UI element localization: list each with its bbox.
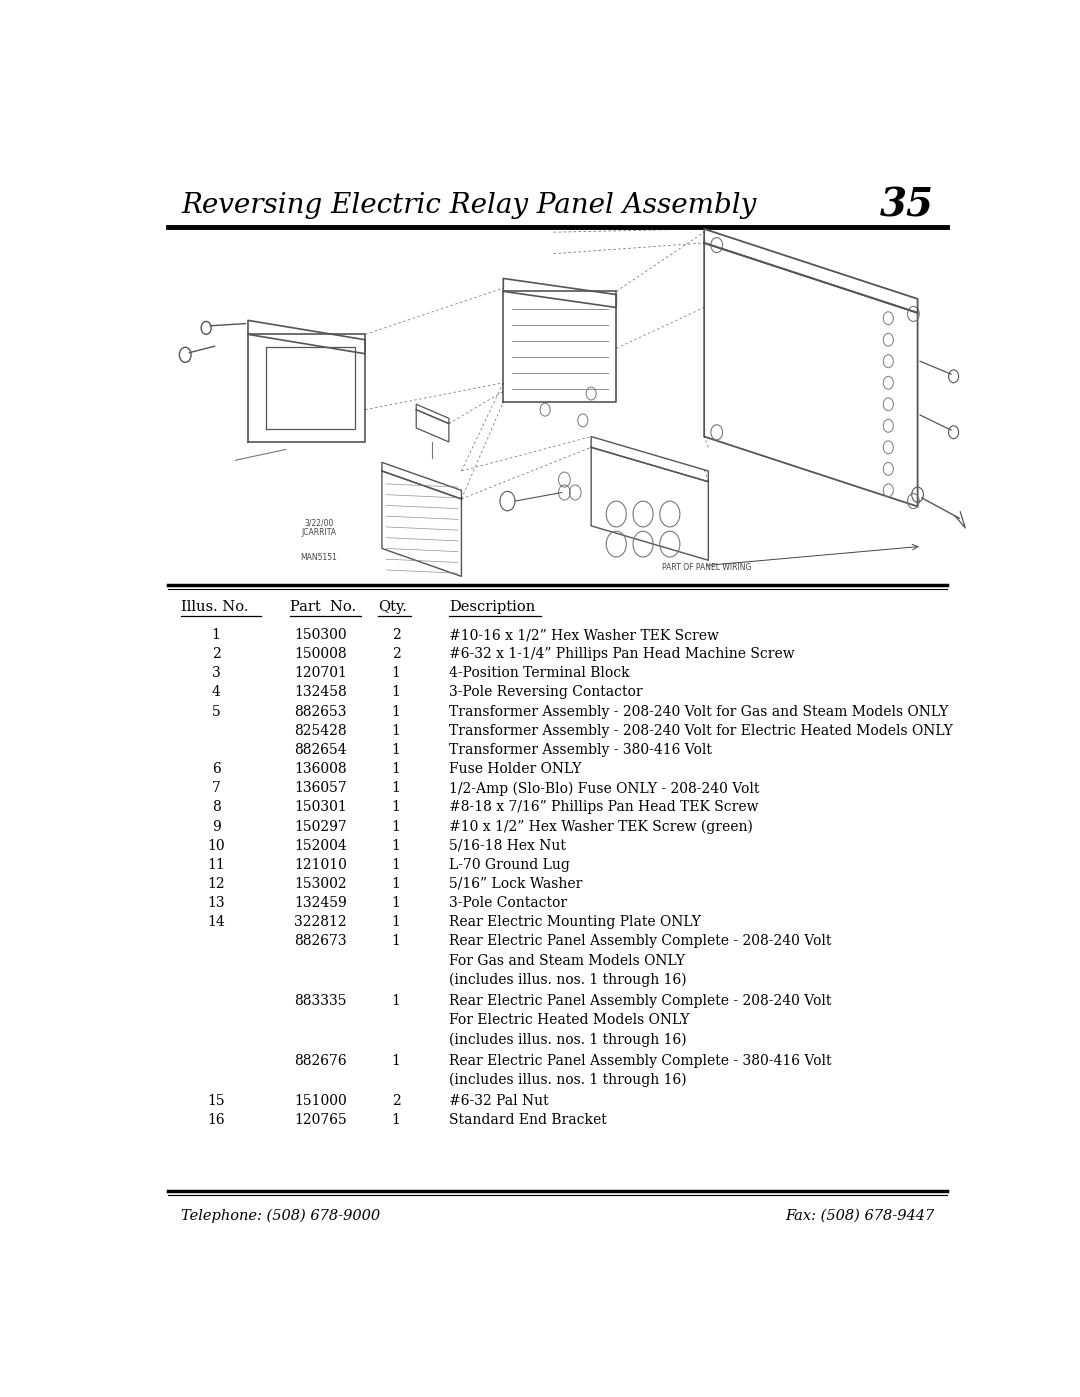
Text: 5/16-18 Hex Nut: 5/16-18 Hex Nut bbox=[449, 838, 566, 852]
Text: 882654: 882654 bbox=[294, 743, 347, 757]
Text: Standard End Bracket: Standard End Bracket bbox=[449, 1113, 607, 1127]
Text: 1: 1 bbox=[392, 995, 401, 1009]
Text: 132458: 132458 bbox=[294, 686, 347, 700]
Text: Rear Electric Panel Assembly Complete - 208-240 Volt: Rear Electric Panel Assembly Complete - … bbox=[449, 995, 832, 1009]
Text: 1: 1 bbox=[392, 724, 401, 738]
Text: 882653: 882653 bbox=[294, 704, 347, 718]
Text: Telephone: (508) 678-9000: Telephone: (508) 678-9000 bbox=[181, 1208, 380, 1222]
Text: 13: 13 bbox=[207, 895, 225, 909]
Text: 5: 5 bbox=[212, 704, 220, 718]
Text: 120701: 120701 bbox=[294, 666, 347, 680]
Text: Qty.: Qty. bbox=[378, 599, 406, 613]
Text: 12: 12 bbox=[207, 877, 225, 891]
Text: 152004: 152004 bbox=[294, 838, 347, 852]
Text: 883335: 883335 bbox=[294, 995, 347, 1009]
Text: 153002: 153002 bbox=[294, 877, 347, 891]
Text: 1: 1 bbox=[392, 666, 401, 680]
Text: Description: Description bbox=[449, 599, 535, 613]
Text: 7: 7 bbox=[212, 781, 220, 795]
Text: 2: 2 bbox=[212, 647, 220, 661]
Text: 1: 1 bbox=[392, 1053, 401, 1067]
Text: Transformer Assembly - 380-416 Volt: Transformer Assembly - 380-416 Volt bbox=[449, 743, 712, 757]
Text: 132459: 132459 bbox=[294, 895, 347, 909]
Text: #10 x 1/2” Hex Washer TEK Screw (green): #10 x 1/2” Hex Washer TEK Screw (green) bbox=[449, 820, 753, 834]
Text: 15: 15 bbox=[207, 1094, 225, 1108]
Text: Rear Electric Mounting Plate ONLY: Rear Electric Mounting Plate ONLY bbox=[449, 915, 701, 929]
Text: L-70 Ground Lug: L-70 Ground Lug bbox=[449, 858, 570, 872]
Text: 10: 10 bbox=[207, 838, 225, 852]
Text: #10-16 x 1/2” Hex Washer TEK Screw: #10-16 x 1/2” Hex Washer TEK Screw bbox=[449, 629, 719, 643]
Text: 1: 1 bbox=[392, 895, 401, 909]
Text: Transformer Assembly - 208-240 Volt for Electric Heated Models ONLY: Transformer Assembly - 208-240 Volt for … bbox=[449, 724, 953, 738]
Text: 150008: 150008 bbox=[294, 647, 347, 661]
Text: 1: 1 bbox=[392, 743, 401, 757]
Text: 11: 11 bbox=[207, 858, 225, 872]
Text: 2: 2 bbox=[392, 1094, 401, 1108]
Text: 121010: 121010 bbox=[294, 858, 347, 872]
Text: For Electric Heated Models ONLY: For Electric Heated Models ONLY bbox=[449, 1013, 689, 1027]
Text: 4-Position Terminal Block: 4-Position Terminal Block bbox=[449, 666, 630, 680]
Text: Fax: (508) 678-9447: Fax: (508) 678-9447 bbox=[785, 1208, 934, 1222]
Text: 1: 1 bbox=[392, 1113, 401, 1127]
Text: PART OF PANEL WIRING: PART OF PANEL WIRING bbox=[662, 563, 752, 573]
Text: 1: 1 bbox=[392, 877, 401, 891]
Text: #8-18 x 7/16” Phillips Pan Head TEK Screw: #8-18 x 7/16” Phillips Pan Head TEK Scre… bbox=[449, 800, 758, 814]
Text: For Gas and Steam Models ONLY: For Gas and Steam Models ONLY bbox=[449, 954, 685, 968]
Text: 16: 16 bbox=[207, 1113, 225, 1127]
Text: 120765: 120765 bbox=[294, 1113, 347, 1127]
Text: 1: 1 bbox=[392, 781, 401, 795]
Text: 2: 2 bbox=[392, 629, 401, 643]
Text: 14: 14 bbox=[207, 915, 225, 929]
Text: 1/2-Amp (Slo-Blo) Fuse ONLY - 208-240 Volt: 1/2-Amp (Slo-Blo) Fuse ONLY - 208-240 Vo… bbox=[449, 781, 759, 796]
Text: 5/16” Lock Washer: 5/16” Lock Washer bbox=[449, 877, 582, 891]
Text: 136057: 136057 bbox=[294, 781, 347, 795]
Text: 136008: 136008 bbox=[294, 763, 347, 777]
Text: 150300: 150300 bbox=[294, 629, 347, 643]
Text: 151000: 151000 bbox=[294, 1094, 347, 1108]
Text: 3-Pole Reversing Contactor: 3-Pole Reversing Contactor bbox=[449, 686, 643, 700]
Text: #6-32 x 1-1/4” Phillips Pan Head Machine Screw: #6-32 x 1-1/4” Phillips Pan Head Machine… bbox=[449, 647, 795, 661]
Text: 3: 3 bbox=[212, 666, 220, 680]
Text: 35: 35 bbox=[880, 186, 934, 225]
Text: #6-32 Pal Nut: #6-32 Pal Nut bbox=[449, 1094, 549, 1108]
Text: JCARRITA: JCARRITA bbox=[301, 528, 337, 536]
Text: (includes illus. nos. 1 through 16): (includes illus. nos. 1 through 16) bbox=[449, 972, 687, 988]
Text: 4: 4 bbox=[212, 686, 220, 700]
Text: Rear Electric Panel Assembly Complete - 380-416 Volt: Rear Electric Panel Assembly Complete - … bbox=[449, 1053, 832, 1067]
Text: 882676: 882676 bbox=[294, 1053, 347, 1067]
Text: 882673: 882673 bbox=[294, 935, 347, 949]
Text: Illus. No.: Illus. No. bbox=[181, 599, 248, 613]
Text: 2: 2 bbox=[392, 647, 401, 661]
Text: MAN5151: MAN5151 bbox=[300, 553, 338, 562]
Text: 1: 1 bbox=[392, 800, 401, 814]
Text: 3/22/00: 3/22/00 bbox=[305, 518, 334, 527]
Text: 1: 1 bbox=[392, 686, 401, 700]
Text: Part  No.: Part No. bbox=[289, 599, 356, 613]
Text: 1: 1 bbox=[392, 763, 401, 777]
Text: 825428: 825428 bbox=[294, 724, 347, 738]
Text: Fuse Holder ONLY: Fuse Holder ONLY bbox=[449, 763, 581, 777]
Text: 1: 1 bbox=[392, 858, 401, 872]
Text: 322812: 322812 bbox=[294, 915, 347, 929]
Text: 1: 1 bbox=[392, 915, 401, 929]
Text: Rear Electric Panel Assembly Complete - 208-240 Volt: Rear Electric Panel Assembly Complete - … bbox=[449, 935, 832, 949]
Text: 1: 1 bbox=[392, 704, 401, 718]
Text: 150301: 150301 bbox=[294, 800, 347, 814]
Text: 9: 9 bbox=[212, 820, 220, 834]
Text: 8: 8 bbox=[212, 800, 220, 814]
Text: Reversing Electric Relay Panel Assembly: Reversing Electric Relay Panel Assembly bbox=[181, 191, 756, 219]
Text: 1: 1 bbox=[212, 629, 220, 643]
Text: 6: 6 bbox=[212, 763, 220, 777]
Text: 1: 1 bbox=[392, 935, 401, 949]
Text: (includes illus. nos. 1 through 16): (includes illus. nos. 1 through 16) bbox=[449, 1073, 687, 1087]
Text: 150297: 150297 bbox=[294, 820, 347, 834]
Text: 1: 1 bbox=[392, 820, 401, 834]
Text: 3-Pole Contactor: 3-Pole Contactor bbox=[449, 895, 567, 909]
Text: 1: 1 bbox=[392, 838, 401, 852]
Text: Transformer Assembly - 208-240 Volt for Gas and Steam Models ONLY: Transformer Assembly - 208-240 Volt for … bbox=[449, 704, 948, 718]
Text: (includes illus. nos. 1 through 16): (includes illus. nos. 1 through 16) bbox=[449, 1032, 687, 1046]
